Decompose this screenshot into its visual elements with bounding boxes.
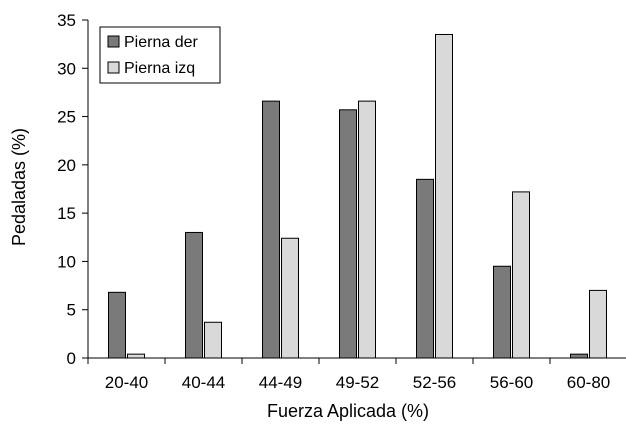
bar-pierna-der-44-49 bbox=[262, 100, 280, 359]
legend-label-pierna-izq: Pierna izq bbox=[124, 60, 195, 77]
x-tick-label: 40-44 bbox=[182, 373, 225, 392]
x-tick-label: 60-80 bbox=[567, 373, 610, 392]
y-tick-label: 10 bbox=[57, 252, 76, 271]
x-tick-label: 20-40 bbox=[105, 373, 148, 392]
y-tick-label: 0 bbox=[67, 349, 76, 368]
x-tick-label: 49-52 bbox=[336, 373, 379, 392]
x-axis-title: Fuerza Aplicada (%) bbox=[267, 401, 429, 421]
x-tick-label: 44-49 bbox=[259, 373, 302, 392]
bar-pierna-der-52-56 bbox=[416, 178, 434, 359]
bar-pierna-der-49-52 bbox=[339, 109, 357, 359]
bar-pierna-der-56-60 bbox=[493, 265, 511, 359]
y-tick-label: 15 bbox=[57, 204, 76, 223]
legend-box bbox=[99, 26, 221, 84]
bar-pierna-izq-56-60 bbox=[512, 191, 530, 359]
y-tick-label: 20 bbox=[57, 156, 76, 175]
bar-pierna-izq-40-44 bbox=[204, 321, 222, 359]
y-axis-title: Pedaladas (%) bbox=[9, 128, 29, 246]
x-axis-ticks: 20-40 40-44 44-49 49-52 52-56 56-60 60-80 bbox=[87, 358, 610, 392]
y-axis-ticks: 0 5 10 15 20 25 30 35 bbox=[57, 11, 88, 368]
legend-label-pierna-der: Pierna der bbox=[124, 34, 198, 51]
bars bbox=[108, 33, 607, 359]
x-tick-label: 56-60 bbox=[490, 373, 533, 392]
bar-pierna-der-40-44 bbox=[185, 231, 203, 359]
bar-pierna-izq-44-49 bbox=[281, 237, 299, 359]
legend: Pierna der Pierna izq bbox=[99, 26, 221, 84]
bar-pierna-izq-49-52 bbox=[358, 100, 376, 359]
bar-pierna-izq-20-40 bbox=[127, 353, 145, 359]
bar-pierna-der-20-40 bbox=[108, 291, 126, 359]
bar-pierna-der-60-80 bbox=[570, 353, 588, 359]
x-tick-label: 52-56 bbox=[413, 373, 456, 392]
y-tick-label: 25 bbox=[57, 108, 76, 127]
legend-swatch-pierna-der bbox=[107, 35, 120, 48]
y-tick-label: 35 bbox=[57, 11, 76, 30]
y-tick-label: 5 bbox=[67, 301, 76, 320]
bar-pierna-izq-60-80 bbox=[589, 289, 607, 359]
legend-swatch-pierna-izq bbox=[107, 61, 120, 74]
y-tick-label: 30 bbox=[57, 59, 76, 78]
bar-pierna-izq-52-56 bbox=[435, 33, 453, 359]
